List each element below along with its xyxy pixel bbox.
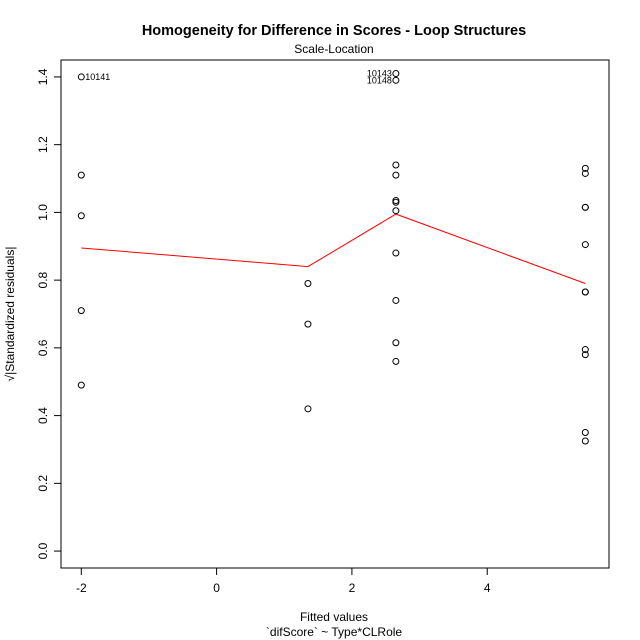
data-point: [77, 171, 85, 179]
y-tick-label: 0.0: [36, 542, 50, 559]
data-point: [392, 357, 400, 365]
data-point: [392, 296, 400, 304]
data-points: [77, 70, 589, 445]
data-point: [77, 212, 85, 220]
y-tick-label: 1.2: [36, 136, 50, 153]
data-point: [304, 280, 312, 288]
x-tick-label: 0: [213, 581, 220, 595]
y-tick-label: 1.0: [36, 204, 50, 221]
data-point: [581, 288, 589, 296]
data-point: [581, 164, 589, 172]
x-axis: -2 0 2 4: [76, 568, 491, 595]
y-axis: 0.0 0.2 0.4 0.6 0.8 1.0 1.2 1.4: [36, 68, 61, 559]
point-id-label: 10148: [367, 75, 392, 85]
data-point: [581, 429, 589, 437]
x-tick-label: 2: [349, 581, 356, 595]
data-point: [392, 70, 400, 78]
data-point: [304, 320, 312, 328]
plot-frame: [60, 59, 610, 569]
x-axis-label: Fitted values: [300, 610, 368, 624]
data-point: [581, 169, 589, 177]
y-axis-label: √|Standardized residuals|: [3, 247, 17, 382]
data-point: [581, 351, 589, 359]
data-point: [77, 307, 85, 315]
data-point: [392, 198, 400, 206]
data-point: [581, 241, 589, 249]
data-point: [304, 405, 312, 413]
data-point: [77, 73, 85, 81]
point-id-label: 10141: [85, 72, 110, 82]
data-point: [581, 346, 589, 354]
y-tick-label: 0.6: [36, 339, 50, 356]
x-axis-model-label: `difScore` ~ Type*CLRole: [266, 625, 403, 639]
data-point: [392, 171, 400, 179]
data-point: [392, 339, 400, 347]
chart-title: Homogeneity for Difference in Scores - L…: [142, 23, 526, 39]
smooth-line: [81, 213, 586, 284]
data-point: [392, 76, 400, 84]
chart-subtitle: Scale-Location: [294, 42, 373, 56]
y-tick-label: 0.4: [36, 407, 50, 424]
data-point: [392, 249, 400, 257]
x-tick-label: -2: [76, 581, 87, 595]
data-point: [77, 381, 85, 389]
x-tick-label: 4: [484, 581, 491, 595]
data-point: [581, 203, 589, 211]
data-point: [392, 161, 400, 169]
point-id-label: 10143: [367, 69, 392, 79]
data-point: [392, 207, 400, 215]
y-tick-label: 0.2: [36, 475, 50, 492]
y-tick-label: 1.4: [36, 68, 50, 85]
data-point: [581, 437, 589, 445]
y-tick-label: 0.8: [36, 271, 50, 288]
